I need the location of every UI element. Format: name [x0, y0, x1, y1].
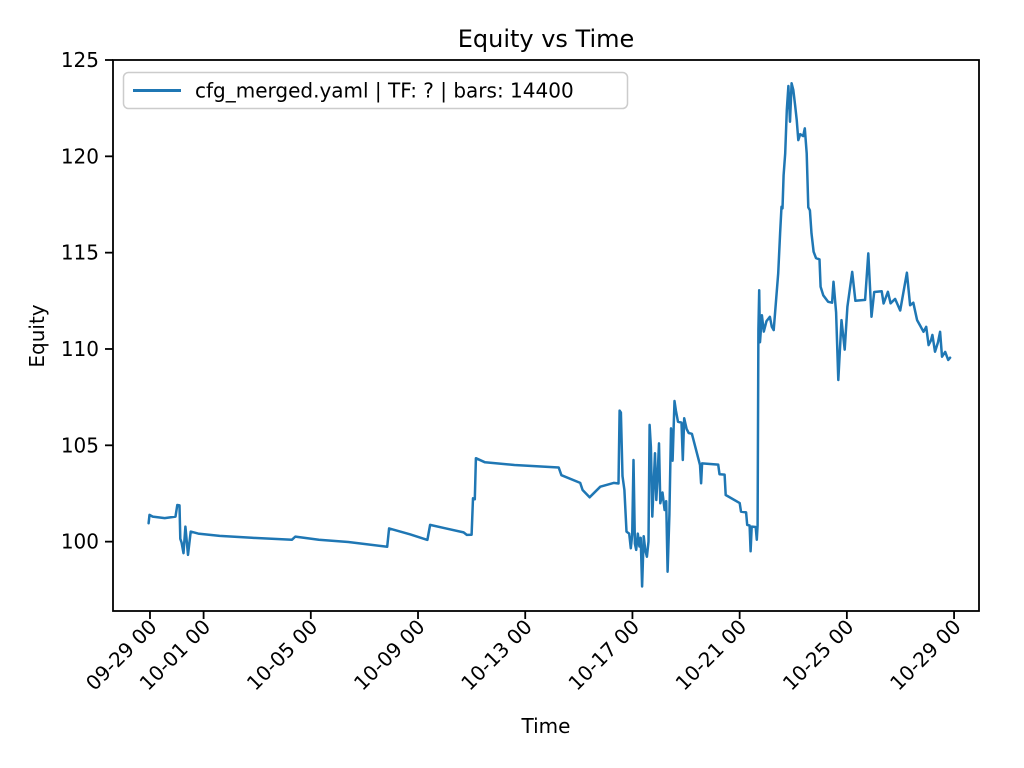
y-tick-label: 105 — [61, 433, 99, 457]
y-axis-label: Equity — [25, 304, 49, 367]
y-tick-label: 125 — [61, 48, 99, 72]
y-tick-label: 100 — [61, 530, 99, 554]
plot-area — [113, 60, 979, 611]
chart-title: Equity vs Time — [458, 25, 635, 53]
legend: cfg_merged.yaml | TF: ? | bars: 14400 — [122, 71, 629, 110]
legend-box — [122, 71, 629, 110]
axes-spines — [112, 59, 980, 612]
equity-line — [147, 82, 952, 588]
x-axis-label: Time — [521, 714, 571, 738]
y-tick-label: 110 — [61, 337, 99, 361]
y-axis-ticks: 100 105 110 115 120 125 — [61, 48, 113, 554]
legend-label: cfg_merged.yaml | TF: ? | bars: 14400 — [195, 79, 574, 103]
series-group — [147, 82, 952, 588]
y-tick-label: 115 — [61, 241, 99, 265]
y-tick-label: 120 — [61, 144, 99, 168]
